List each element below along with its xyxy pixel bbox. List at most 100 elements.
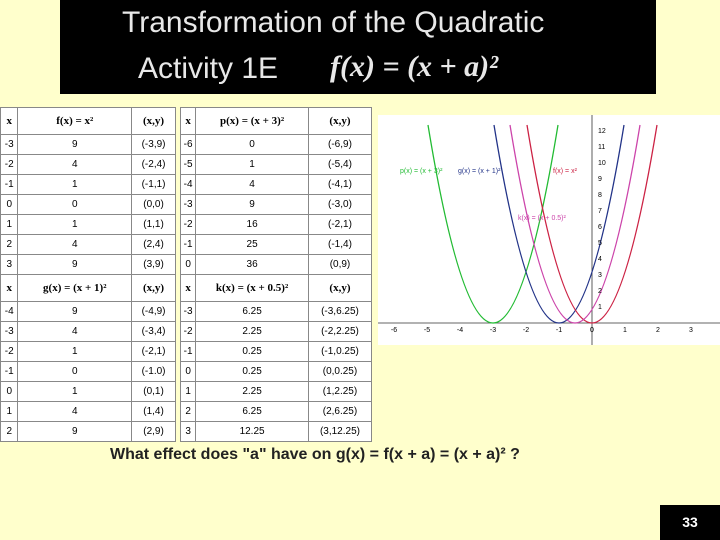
header-cell: x [0,107,19,135]
cell: 12.25 [195,421,309,442]
question: What effect does "a" have on g(x) = f(x … [110,446,520,463]
cell: -5 [179,154,197,175]
y-tick-label: 1 [598,304,602,311]
cell: (-3,0) [307,194,373,215]
y-tick-label: 8 [598,192,602,199]
cell: 6.25 [195,401,309,422]
cell: (0,0) [131,194,176,215]
cell: (-4,9) [131,301,176,322]
header-row: x k(x) = (x + 0.5)² (x,y) [179,274,373,302]
curve-label: g(x) = (x + 1)² [458,168,501,175]
cell: (-2,1) [307,214,373,235]
row: -1 1 (-1,1) [0,174,176,195]
cell: (0,1) [131,381,176,402]
cell: 2.25 [195,321,309,342]
header-cell: (x,y) [307,107,373,135]
row: 3 12.25 (3,12.25) [179,421,373,442]
cell: -1 [0,361,19,382]
cell: (0,0.25) [307,361,373,382]
header-cell: f(x) = x² [17,107,133,135]
row: -6 0 (-6,9) [179,134,373,155]
cell: 2 [0,421,19,442]
cell: 4 [17,321,133,342]
row: 2 6.25 (2,6.25) [179,401,373,422]
y-tick-label: 2 [598,288,602,295]
cell: -4 [179,174,197,195]
row: 1 2.25 (1,2.25) [179,381,373,402]
cell: 9 [17,301,133,322]
row: -2 1 (-2,1) [0,341,176,362]
cell: -1 [179,341,197,362]
cell: -3 [179,301,197,322]
header-cell: x [0,274,19,302]
row: -3 4 (-3,4) [0,321,176,342]
curve-label: p(x) = (x + 3)² [400,168,443,175]
row: 0 36 (0,9) [179,254,373,275]
title-formula: f(x) = (x + a)² [330,50,499,83]
cell: (1,1) [131,214,176,235]
cell: -2 [0,341,19,362]
x-tick-label: -3 [490,327,496,334]
cell: 0 [17,361,133,382]
cell: 4 [17,234,133,255]
cell: (-1,1) [131,174,176,195]
cell: (-3,4) [131,321,176,342]
cell: (-2,4) [131,154,176,175]
header-cell: k(x) = (x + 0.5)² [195,274,309,302]
y-tick-label: 3 [598,272,602,279]
cell: (-6,9) [307,134,373,155]
curve [493,124,625,324]
cell: -4 [0,301,19,322]
header-cell: p(x) = (x + 3)² [195,107,309,135]
cell: (-2,1) [131,341,176,362]
cell: (0,9) [307,254,373,275]
cell: 1 [179,381,197,402]
cell: -2 [179,321,197,342]
cell: (-2,2.25) [307,321,373,342]
x-tick-label: -6 [391,327,397,334]
x-tick-label: -5 [424,327,430,334]
cell: 4 [17,154,133,175]
cell: (3,12.25) [307,421,373,442]
x-tick-label: 1 [623,327,627,334]
cell: 0.25 [195,341,309,362]
x-tick-label: -1 [556,327,562,334]
title-line1: Transformation of the Quadratic [122,6,545,39]
cell: (3,9) [131,254,176,275]
title-line2: Activity 1E [138,52,279,85]
cell: 2.25 [195,381,309,402]
cell: 4 [17,401,133,422]
y-tick-label: 7 [598,208,602,215]
row: -1 0 (-1.0) [0,361,176,382]
row: -3 9 (-3,0) [179,194,373,215]
y-tick-label: 9 [598,176,602,183]
cell: (2,9) [131,421,176,442]
cell: 0 [179,254,197,275]
row: 0 0 (0,0) [0,194,176,215]
y-tick-label: 10 [598,160,606,167]
curve [427,124,559,324]
cell: 2 [0,234,19,255]
row: -5 1 (-5,4) [179,154,373,175]
cell: (-4,1) [307,174,373,195]
row: -2 2.25 (-2,2.25) [179,321,373,342]
title-box: Transformation of the Quadratic Activity… [60,0,656,94]
header-cell: x [179,274,197,302]
row: -2 16 (-2,1) [179,214,373,235]
cell: 4 [195,174,309,195]
y-tick-label: 4 [598,256,602,263]
row: 0 0.25 (0,0.25) [179,361,373,382]
cell: 1 [0,401,19,422]
cell: -1 [179,234,197,255]
cell: (-3,9) [131,134,176,155]
cell: (-5,4) [307,154,373,175]
row: -4 9 (-4,9) [0,301,176,322]
cell: (2,4) [131,234,176,255]
cell: 6.25 [195,301,309,322]
header-row: x g(x) = (x + 1)² (x,y) [0,274,176,302]
y-tick-label: 11 [598,144,605,151]
table: x p(x) = (x + 3)² (x,y) -6 0 (-6,9) -5 1 (-5,4) -… [179,107,373,442]
header-cell: (x,y) [307,274,373,302]
cell: (1,2.25) [307,381,373,402]
cell: -2 [0,154,19,175]
